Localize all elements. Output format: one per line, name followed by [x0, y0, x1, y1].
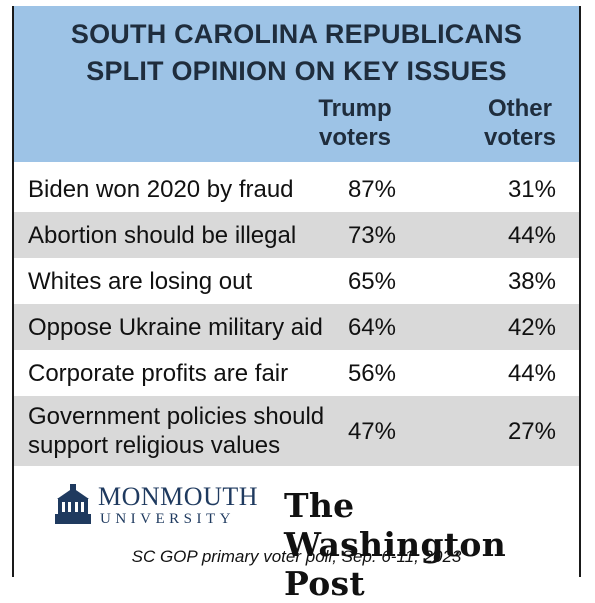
- monmouth-logo-text: MONMOUTH: [98, 482, 258, 511]
- table-row: Oppose Ukraine military aid 64% 42%: [14, 304, 579, 350]
- table-row: Government policies should support religi…: [14, 396, 579, 466]
- column-header-other-line1: Other: [487, 95, 552, 122]
- other-voters-value: 42%: [507, 313, 556, 341]
- table-row: Whites are losing out 65% 38%: [14, 258, 579, 304]
- other-voters-value: 44%: [507, 221, 556, 249]
- row-label: Corporate profits are fair: [28, 359, 288, 388]
- row-label: Government policies should support religi…: [28, 402, 324, 460]
- other-voters-value: 38%: [507, 267, 556, 295]
- column-header-other: Other voters: [470, 94, 570, 152]
- table-row: Abortion should be illegal 73% 44%: [14, 212, 579, 258]
- monmouth-building-logo: [55, 484, 91, 524]
- column-header-trump-line2: voters: [318, 124, 392, 151]
- title-line-2: SPLIT OPINION ON KEY ISSUES: [86, 56, 507, 86]
- trump-voters-value: 87%: [347, 175, 396, 203]
- trump-voters-value: 65%: [347, 267, 396, 295]
- title-line-1: SOUTH CAROLINA REPUBLICANS: [70, 19, 523, 49]
- washington-post-logo: The Washington Post: [284, 486, 506, 603]
- other-voters-value: 31%: [507, 175, 556, 203]
- table-row: Corporate profits are fair 56% 44%: [14, 350, 579, 396]
- trump-voters-value: 64%: [347, 313, 396, 341]
- source-note: SC GOP primary voter poll; Sep. 6-11, 20…: [131, 547, 462, 566]
- table-header: SOUTH CAROLINA REPUBLICANS SPLIT OPINION…: [14, 6, 579, 162]
- column-header-trump: Trump voters: [305, 94, 405, 152]
- other-voters-value: 44%: [507, 359, 556, 387]
- column-header-other-line2: voters: [483, 124, 557, 151]
- row-label-line: support religious values: [28, 432, 281, 459]
- other-voters-value: 27%: [507, 417, 556, 445]
- table-row: Biden won 2020 by fraud 87% 31%: [14, 166, 579, 212]
- trump-voters-value: 47%: [347, 417, 396, 445]
- row-label-line: Abortion should be illegal: [28, 221, 297, 249]
- poll-table-graphic: SOUTH CAROLINA REPUBLICANS SPLIT OPINION…: [12, 6, 581, 603]
- row-label-line: Oppose Ukraine military aid: [28, 313, 323, 341]
- monmouth-logo-subtext: UNIVERSITY: [100, 511, 235, 527]
- row-label: Abortion should be illegal: [28, 221, 296, 250]
- row-label-line: Biden won 2020 by fraud: [28, 175, 294, 203]
- trump-voters-value: 73%: [347, 221, 396, 249]
- row-label: Whites are losing out: [28, 267, 252, 296]
- logo-strip: MONMOUTH UNIVERSITY The Washington Post: [14, 464, 579, 603]
- column-header-trump-line1: Trump: [318, 95, 392, 122]
- row-label: Biden won 2020 by fraud: [28, 175, 294, 204]
- trump-voters-value: 56%: [347, 359, 396, 387]
- row-label: Oppose Ukraine military aid: [28, 313, 323, 342]
- row-label-line: Corporate profits are fair: [28, 359, 289, 387]
- row-label-line: Whites are losing out: [28, 267, 253, 295]
- row-label-line: Government policies should: [28, 403, 325, 430]
